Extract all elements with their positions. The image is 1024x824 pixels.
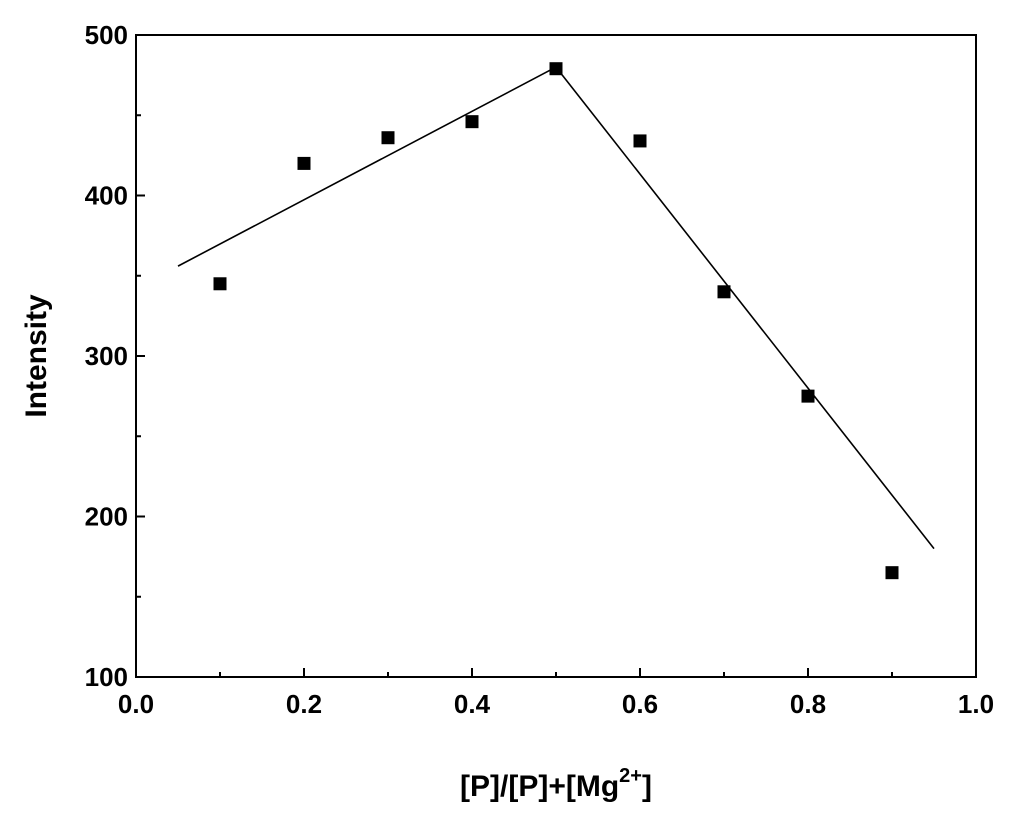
x-axis-title: [P]/[P]+[Mg2+] [460,765,652,803]
x-axis-title-main: [P]/[P]+[Mg [460,770,619,803]
plot-frame [135,34,977,678]
y-tick-label: 200 [85,502,128,532]
y-axis-title: Intensity [20,294,53,418]
y-tick-label: 100 [85,662,128,692]
data-point [885,566,899,580]
x-tick-label: 0.2 [286,689,322,719]
data-point [297,156,311,170]
data-point [381,131,395,145]
data-point [549,62,563,76]
y-tick-label: 500 [85,20,128,50]
y-tick-label: 400 [85,181,128,211]
x-tick-label: 0.4 [454,689,491,719]
plot-frame-rect [135,34,977,678]
y-axis: 100 200 300 400 500 [85,20,145,692]
x-tick-label: 0.6 [622,689,658,719]
fit-line [555,66,935,550]
fit-line [177,66,557,267]
data-point [633,134,647,148]
x-axis: 0.0 0.2 0.4 0.6 0.8 1.0 [118,668,994,719]
x-tick-label: 0.8 [790,689,826,719]
y-tick-label: 300 [85,341,128,371]
x-tick-label: 1.0 [958,689,994,719]
data-point [717,285,731,299]
x-tick-label: 0.0 [118,689,154,719]
x-axis-title-sup: 2+ [619,765,642,787]
x-axis-title-close: ] [642,770,652,803]
fit-lines [177,66,935,550]
data-points [213,62,899,580]
data-point [801,389,815,403]
data-point [213,277,227,291]
data-point [465,115,479,129]
